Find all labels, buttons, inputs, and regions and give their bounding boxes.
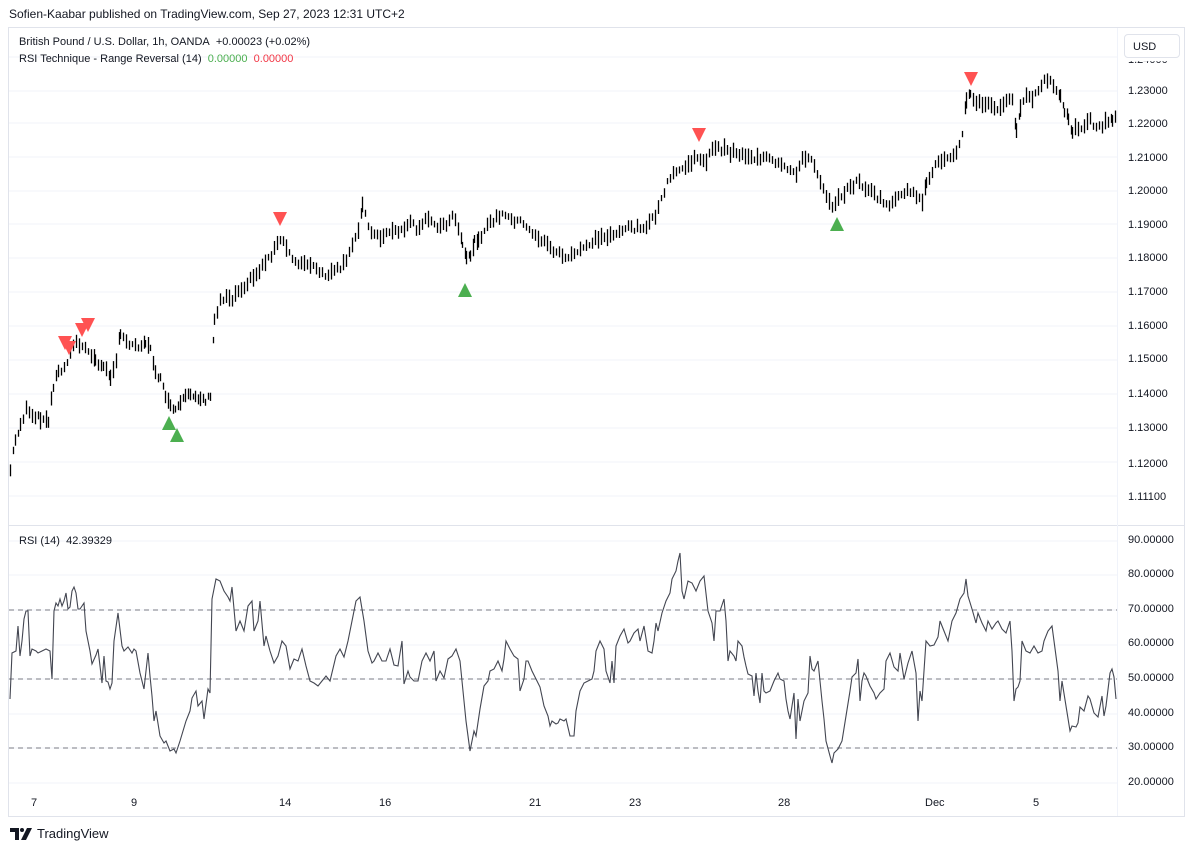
price-axis-label: 1.15000: [1128, 353, 1168, 365]
rsi-axis-label: 80.00000: [1128, 568, 1174, 580]
time-axis[interactable]: 7 9 14 16 21 23 28 Dec 5: [9, 790, 1117, 817]
price-axis-label: 1.17000: [1128, 286, 1168, 298]
bullish-signal-marker: [170, 428, 184, 442]
price-pane[interactable]: British Pound / U.S. Dollar, 1h, OANDA +…: [9, 28, 1184, 524]
price-axis-label: 1.18000: [1128, 252, 1168, 264]
price-axis-label: 1.21000: [1128, 152, 1168, 164]
rsi-axis-label: 60.00000: [1128, 637, 1174, 649]
symbol-change: +0.00023 (+0.02%): [215, 36, 311, 48]
bearish-signal-marker: [964, 72, 978, 86]
bearish-signal-marker: [273, 212, 287, 226]
bearish-signal-marker: [62, 341, 76, 355]
price-axis-label: 1.22000: [1128, 118, 1168, 130]
price-axis-label: 1.14000: [1128, 388, 1168, 400]
price-axis-label: 1.13000: [1128, 422, 1168, 434]
price-axis-label: 1.12000: [1128, 458, 1168, 470]
indicator-name[interactable]: RSI Technique - Range Reversal (14): [19, 53, 202, 65]
rsi-pane[interactable]: RSI (14) 42.39329: [9, 525, 1184, 791]
bullish-signal-marker: [458, 283, 472, 297]
rsi-axis-label: 90.00000: [1128, 534, 1174, 546]
time-axis-label: 23: [629, 797, 642, 809]
time-axis-label: 21: [529, 797, 542, 809]
time-axis-label: Dec: [925, 797, 945, 809]
time-axis-label: 28: [778, 797, 791, 809]
price-axis-label: 1.16000: [1128, 320, 1168, 332]
indicator-bear-value: 0.00000: [253, 53, 294, 65]
tradingview-brand: TradingView: [37, 826, 109, 841]
time-axis-label: 7: [31, 797, 38, 809]
chart-frame: British Pound / U.S. Dollar, 1h, OANDA +…: [8, 27, 1185, 817]
rsi-axis-label: 70.00000: [1128, 603, 1174, 615]
rsi-plot[interactable]: [9, 526, 1184, 791]
rsi-line: [9, 552, 1117, 764]
tradingview-logo-icon: [10, 827, 32, 840]
symbol-title[interactable]: British Pound / U.S. Dollar, 1h, OANDA: [19, 36, 210, 48]
bullish-signal-marker: [830, 217, 844, 231]
price-axis-label: 1.20000: [1128, 185, 1168, 197]
symbol-legend: British Pound / U.S. Dollar, 1h, OANDA +…: [19, 36, 310, 48]
price-axis-label: 1.19000: [1128, 219, 1168, 231]
publisher-line: Sofien-Kaabar published on TradingView.c…: [9, 7, 405, 21]
price-axis-label: 1.24000: [1128, 54, 1168, 66]
indicator-bull-value: 0.00000: [207, 53, 248, 65]
rsi-name[interactable]: RSI (14): [19, 535, 60, 547]
time-axis-label: 16: [379, 797, 392, 809]
time-axis-label: 14: [279, 797, 292, 809]
rsi-axis-label: 50.00000: [1128, 672, 1174, 684]
price-plot[interactable]: [9, 28, 1184, 524]
rsi-value: 42.39329: [66, 535, 112, 547]
currency-button[interactable]: USD: [1124, 34, 1180, 58]
time-axis-label: 5: [1033, 797, 1040, 809]
price-axis-label: 1.11100: [1128, 491, 1167, 503]
price-axis-label: 1.23000: [1128, 85, 1168, 97]
time-axis-label: 9: [131, 797, 138, 809]
rsi-legend: RSI (14) 42.39329: [19, 535, 112, 547]
rsi-axis-label: 20.00000: [1128, 776, 1174, 788]
rsi-axis-label: 40.00000: [1128, 707, 1174, 719]
indicator-legend: RSI Technique - Range Reversal (14) 0.00…: [19, 53, 293, 65]
bullish-signal-marker: [162, 416, 176, 430]
footer-brand[interactable]: TradingView: [10, 826, 109, 841]
price-axis[interactable]: USD 1.24000 1.23000 1.22000 1.21000 1.20…: [1117, 28, 1185, 816]
bearish-signal-marker: [692, 128, 706, 142]
bearish-signal-marker: [81, 318, 95, 332]
rsi-axis-label: 30.00000: [1128, 741, 1174, 753]
